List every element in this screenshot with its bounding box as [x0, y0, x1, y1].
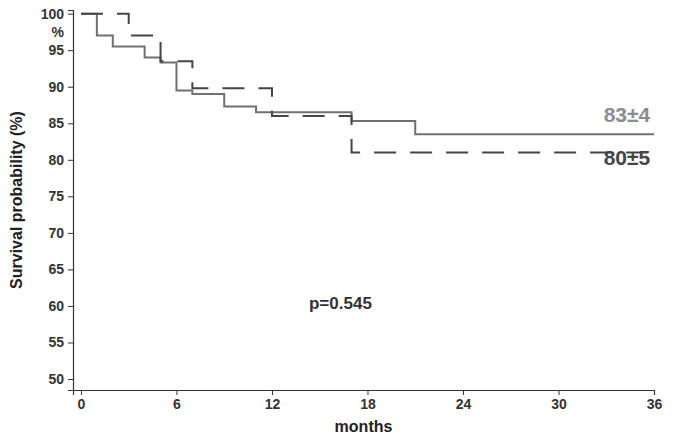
- y-tick: 65: [48, 261, 73, 277]
- x-tick: 0: [78, 390, 86, 412]
- y-tick-label: 95: [48, 42, 64, 58]
- y-tick: 60: [48, 298, 73, 314]
- x-tick: 12: [265, 390, 281, 412]
- plot: 0 6 12 18 24 30 36 50 55 60 65 70 75 80 85 90 95 100% 83±4…: [41, 6, 663, 412]
- x-tick-mark: [272, 390, 273, 395]
- y-tick: 90: [48, 79, 73, 95]
- y-tick-label: 75: [48, 188, 64, 204]
- chart: 0 6 12 18 24 30 36 50 55 60 65 70 75 80 85 90 95 100% 83±4…: [0, 0, 673, 438]
- y-tick-mark: [68, 269, 73, 270]
- x-tick-label: 0: [78, 396, 86, 412]
- y-tick-mark: [68, 160, 73, 161]
- annotation: %: [52, 24, 65, 40]
- y-tick: 85: [48, 115, 73, 131]
- x-tick: 6: [173, 390, 181, 412]
- y-tick: 75: [48, 188, 73, 204]
- y-tick: 80: [48, 152, 73, 168]
- x-axis: 0 6 12 18 24 30 36: [74, 390, 663, 412]
- y-axis: 50 55 60 65 70 75 80 85 90 95 100: [41, 6, 74, 391]
- y-tick-mark: [68, 306, 73, 307]
- x-tick: 24: [456, 390, 472, 412]
- y-tick: 95: [48, 42, 73, 58]
- y-tick-mark: [68, 196, 73, 197]
- annotation: 83±4: [604, 103, 651, 126]
- x-tick-mark: [558, 390, 559, 395]
- survival-line: [81, 14, 654, 135]
- y-tick-label: 55: [48, 334, 64, 350]
- annotation: 80±5: [604, 146, 651, 169]
- x-tick-label: 36: [647, 396, 663, 412]
- y-tick-label: 100: [41, 6, 65, 22]
- y-tick: 70: [48, 225, 73, 241]
- x-tick-mark: [463, 390, 464, 395]
- x-tick-label: 30: [551, 396, 567, 412]
- x-tick-label: 6: [173, 396, 181, 412]
- y-tick-mark: [68, 123, 73, 124]
- y-tick-mark: [68, 233, 73, 234]
- x-tick-mark: [176, 390, 177, 395]
- y-axis-line: [68, 11, 74, 391]
- x-tick-mark: [367, 390, 368, 395]
- y-tick-label: 90: [48, 79, 64, 95]
- y-tick-mark: [68, 343, 73, 344]
- y-tick-label: 60: [48, 298, 64, 314]
- y-axis-title: Survival probability (%): [8, 111, 25, 289]
- y-tick: 50: [48, 371, 73, 387]
- x-tick-label: 12: [265, 396, 281, 412]
- y-tick-label: 80: [48, 152, 64, 168]
- x-tick: 36: [647, 390, 663, 412]
- series-group: [81, 14, 654, 153]
- y-tick-mark: [68, 379, 73, 380]
- y-tick-label: 70: [48, 225, 64, 241]
- y-tick-mark: [68, 50, 73, 51]
- x-tick-label: 24: [456, 396, 472, 412]
- y-tick-mark: [68, 87, 73, 88]
- x-axis-line: [74, 391, 655, 396]
- annotation: p=0.545: [309, 294, 372, 313]
- x-tick: 18: [360, 390, 376, 412]
- x-tick-mark: [654, 390, 655, 395]
- y-tick-label: 85: [48, 115, 64, 131]
- x-tick-mark: [81, 390, 82, 395]
- y-tick: 55: [48, 334, 73, 350]
- x-tick: 30: [551, 390, 567, 412]
- y-tick-label: 50: [48, 371, 64, 387]
- y-tick: 100: [41, 6, 73, 22]
- y-tick-label: 65: [48, 261, 64, 277]
- x-axis-title: months: [335, 418, 393, 435]
- survival-line: [81, 14, 654, 153]
- y-tick-mark: [68, 14, 73, 15]
- x-tick-label: 18: [360, 396, 376, 412]
